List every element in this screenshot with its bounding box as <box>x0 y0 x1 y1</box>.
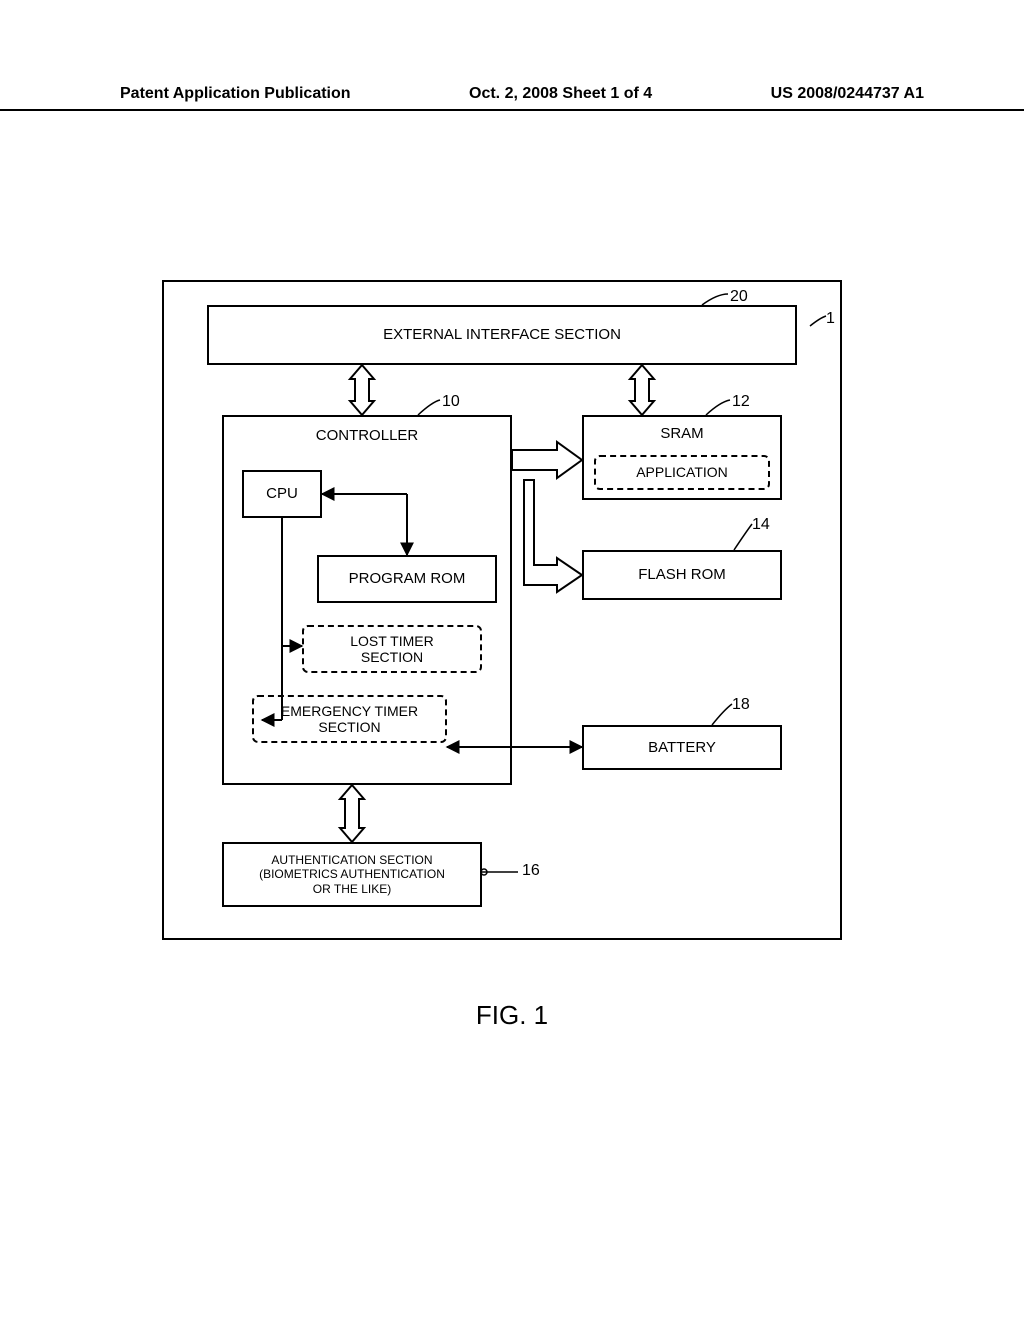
application-block: APPLICATION <box>594 455 770 490</box>
program-rom-block: PROGRAM ROM <box>317 555 497 603</box>
header-left: Patent Application Publication <box>120 85 351 103</box>
ref-battery: 18 <box>732 696 750 714</box>
application-label: APPLICATION <box>636 464 728 480</box>
battery-label: BATTERY <box>648 739 716 757</box>
flash-rom-block: FLASH ROM <box>582 550 782 600</box>
flash-rom-label: FLASH ROM <box>638 566 726 584</box>
auth-block: AUTHENTICATION SECTION (BIOMETRICS AUTHE… <box>222 842 482 907</box>
program-rom-label: PROGRAM ROM <box>349 570 466 588</box>
ref-auth: 16 <box>522 862 540 880</box>
ref-controller: 10 <box>442 393 460 411</box>
header-center: Oct. 2, 2008 Sheet 1 of 4 <box>469 85 652 103</box>
controller-label: CONTROLLER <box>316 427 419 445</box>
ref-sram: 12 <box>732 393 750 411</box>
external-interface-label: EXTERNAL INTERFACE SECTION <box>383 326 621 344</box>
ref-ext-if: 20 <box>730 288 748 306</box>
figure-caption: FIG. 1 <box>0 1000 1024 1031</box>
diagram-area: EXTERNAL INTERFACE SECTION CONTROLLER CP… <box>162 280 842 960</box>
header-right: US 2008/0244737 A1 <box>771 85 924 103</box>
external-interface-block: EXTERNAL INTERFACE SECTION <box>207 305 797 365</box>
emergency-timer-label: EMERGENCY TIMER SECTION <box>281 703 418 735</box>
cpu-label: CPU <box>266 485 298 503</box>
sram-label: SRAM <box>660 425 703 443</box>
emergency-timer-block: EMERGENCY TIMER SECTION <box>252 695 447 743</box>
lost-timer-block: LOST TIMER SECTION <box>302 625 482 673</box>
cpu-block: CPU <box>242 470 322 518</box>
lost-timer-label: LOST TIMER SECTION <box>350 633 434 665</box>
auth-label: AUTHENTICATION SECTION (BIOMETRICS AUTHE… <box>259 853 445 896</box>
ref-flashrom: 14 <box>752 516 770 534</box>
battery-block: BATTERY <box>582 725 782 770</box>
ref-outer: 1 <box>826 310 835 328</box>
page-header: Patent Application Publication Oct. 2, 2… <box>0 85 1024 111</box>
